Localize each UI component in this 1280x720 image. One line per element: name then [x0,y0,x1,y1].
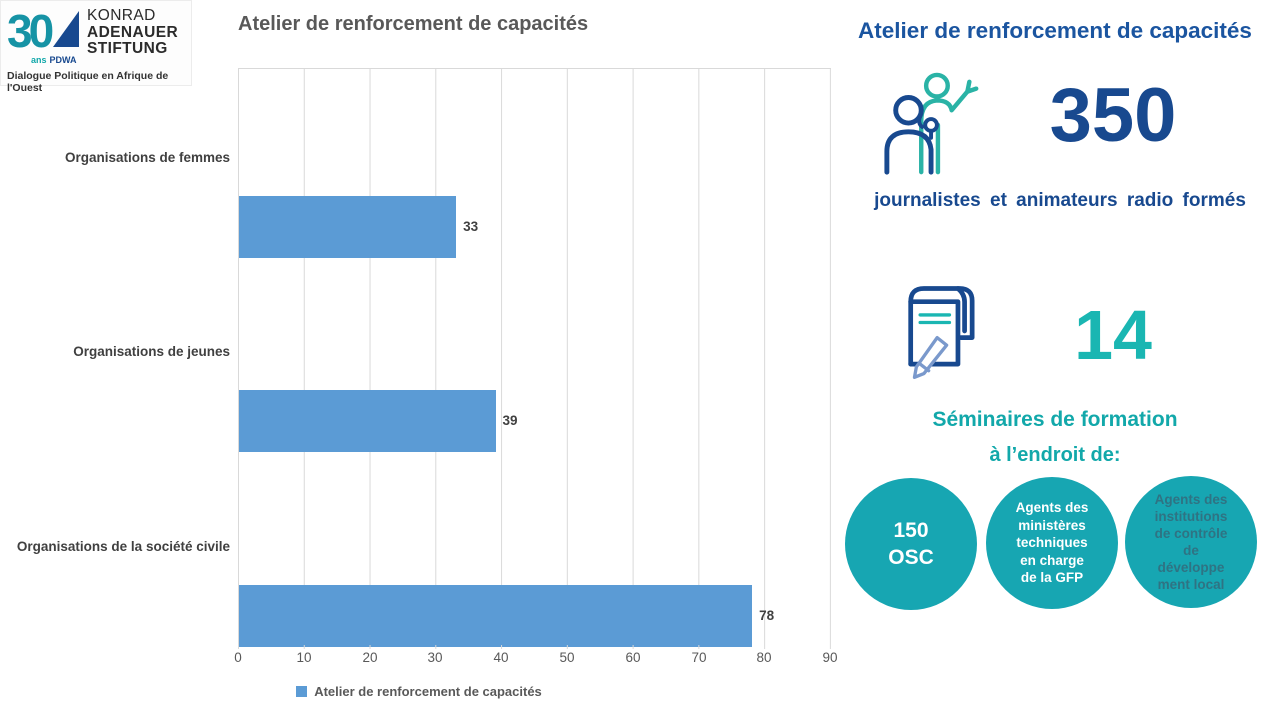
x-axis-tick: 30 [427,650,443,665]
x-axis-tick: 70 [691,650,707,665]
audience-circle-150-osc: 150 OSC [845,478,977,610]
logo-30-number: 30 [7,5,54,57]
interview-icon [884,72,979,175]
bar-value-label: 78 [759,608,775,623]
seminars-subtitle-line1: Séminaires de formation [932,408,1178,431]
x-axis-tick: 80 [756,650,772,665]
audience-circle-ministeres: Agents des ministères techniques en char… [986,477,1118,609]
bar-value-label: 33 [463,219,479,234]
kas-30-years-mark: 30 ans PDWA [7,5,79,65]
category-label-jeunes: Organisations de jeunes [73,344,230,359]
chart-plot-area: 33 39 78 [238,68,831,647]
logo-org-name: KONRAD ADENAUER STIFTUNG [87,7,179,57]
logo-tagline: Dialogue Politique en Afrique de l'Ouest [7,70,169,94]
logo-ans-pdwa: ans PDWA [31,55,77,65]
x-axis-tick: 0 [234,650,242,665]
seminars-subtitle-line2: à l’endroit de: [989,444,1121,466]
stat-350-caption: journalistes et animateurs radio formés [874,190,1246,211]
bar-organisations-societe-civile [239,585,753,647]
x-axis-tick: 40 [493,650,509,665]
chart-title: Atelier de renforcement de capacités [238,13,589,35]
x-axis-tick: 10 [296,650,312,665]
category-label-societe-civile: Organisations de la société civile [16,539,230,554]
legend-swatch-icon [296,686,308,697]
chart-legend: Atelier de renforcement de capacités [0,684,838,699]
stat-14-value: 14 [1074,296,1152,374]
right-panel-title: Atelier de renforcement de capacités [858,18,1252,43]
kas-logo: 30 ans PDWA KONRAD ADENAUER STIFTUNG Dial… [0,0,192,94]
audience-circle-institutions-controle: Agents des institutions de contrôle de d… [1125,476,1257,608]
bar-organisations-de-jeunes [239,390,496,452]
category-label-femmes: Organisations de femmes [64,150,230,165]
x-axis-tick: 50 [559,650,575,665]
notebook-pencil-icon [908,286,975,379]
x-axis-tick: 90 [822,650,838,665]
stat-350-value: 350 [1049,73,1177,158]
legend-label: Atelier de renforcement de capacités [314,684,542,699]
logo-triangle-icon [53,11,79,47]
x-axis-tick: 20 [362,650,378,665]
bar-organisations-de-femmes [239,196,457,258]
x-axis-tick-marks [238,645,831,649]
x-axis-tick: 60 [625,650,641,665]
bar-value-label: 39 [502,413,518,428]
